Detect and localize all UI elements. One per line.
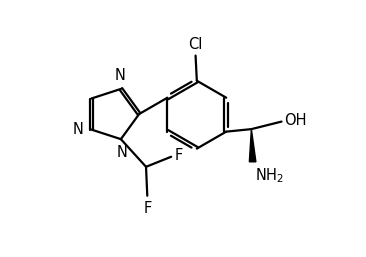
Text: OH: OH — [284, 113, 307, 128]
Text: Cl: Cl — [188, 37, 203, 52]
Text: F: F — [175, 148, 183, 163]
Text: F: F — [143, 201, 152, 216]
Text: N: N — [73, 122, 84, 137]
Text: NH$_2$: NH$_2$ — [255, 166, 284, 185]
Text: N: N — [117, 145, 128, 160]
Text: N: N — [114, 68, 125, 84]
Polygon shape — [249, 129, 256, 162]
